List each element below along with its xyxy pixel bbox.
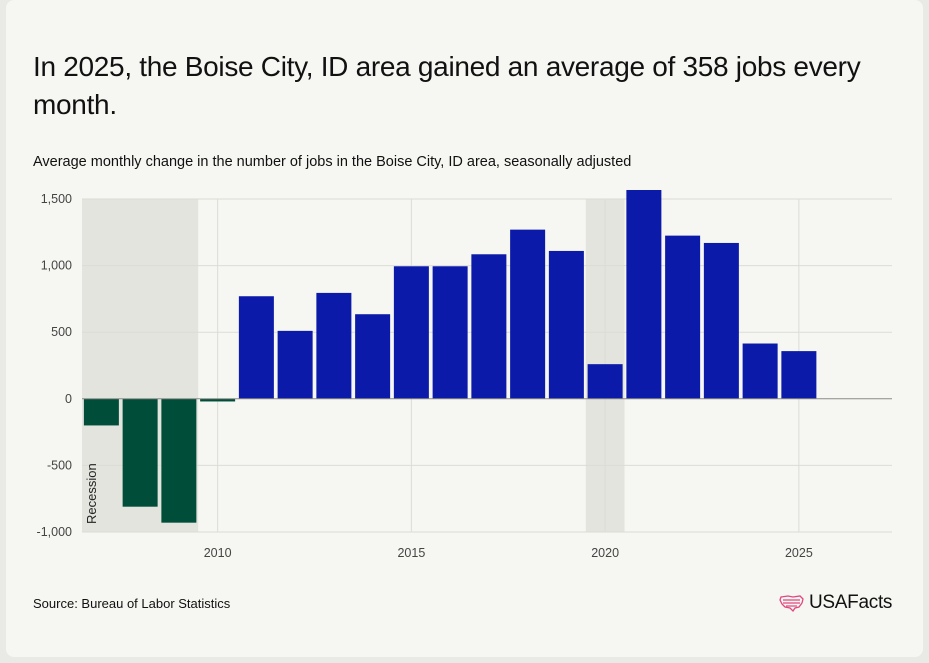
bar-2023 [703, 242, 739, 399]
bar-2024 [742, 343, 778, 399]
bar-2011 [238, 296, 274, 399]
bar-2012 [277, 330, 313, 399]
bar-2022 [665, 235, 701, 399]
bar-2009 [161, 398, 197, 523]
y-tick-label: -500 [47, 458, 72, 472]
recession-label: Recession [84, 463, 99, 524]
y-tick-label: 500 [51, 325, 72, 339]
bar-2014 [355, 314, 391, 399]
bar-2016 [432, 266, 468, 399]
x-tick-label: 2020 [591, 546, 619, 560]
bar-2015 [393, 266, 429, 399]
bar-2025 [781, 351, 817, 399]
usafacts-logo: USAFacts [779, 592, 892, 614]
us-map-stripes-icon [779, 595, 804, 612]
source-note: Source: Bureau of Labor Statistics [33, 596, 231, 611]
x-tick-label: 2015 [397, 546, 425, 560]
chart-card: In 2025, the Boise City, ID area gained … [6, 0, 923, 657]
x-tick-label: 2025 [785, 546, 813, 560]
x-tick-label: 2010 [204, 546, 232, 560]
y-tick-label: 1,500 [41, 192, 72, 206]
bar-2020 [587, 364, 623, 399]
y-tick-label: -1,000 [37, 525, 72, 539]
y-tick-label: 0 [65, 392, 72, 406]
bar-2017 [471, 254, 507, 399]
bar-2007 [83, 398, 119, 426]
bar-2008 [122, 398, 158, 507]
logo-text: USAFacts [809, 592, 893, 613]
chart-title: In 2025, the Boise City, ID area gained … [33, 51, 861, 120]
bar-chart: -1,000 -500 0 500 1,000 1,500 2010 2015 2020 2025… [37, 190, 892, 560]
bar-2019 [548, 250, 584, 399]
bar-2021 [626, 190, 662, 399]
chart-subtitle: Average monthly change in the number of … [33, 154, 632, 170]
bar-2010 [200, 398, 236, 402]
bar-2013 [316, 292, 352, 399]
bar-2018 [510, 229, 546, 399]
y-tick-label: 1,000 [41, 259, 72, 273]
